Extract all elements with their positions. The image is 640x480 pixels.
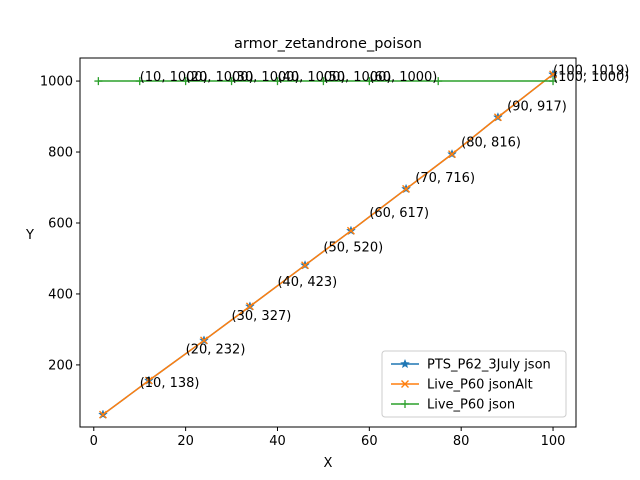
legend-marker xyxy=(401,400,409,408)
data-point xyxy=(434,77,443,86)
data-point xyxy=(227,77,236,86)
data-label: (50, 1000) xyxy=(323,70,391,85)
data-label: (80, 816) xyxy=(461,135,521,150)
y-tick-label: 800 xyxy=(48,146,73,161)
x-tick-label: 0 xyxy=(90,434,98,449)
legend-label: Live_P60 json xyxy=(427,398,515,413)
data-point xyxy=(365,77,374,86)
data-label: (60, 1000) xyxy=(369,70,437,85)
data-point xyxy=(549,70,558,79)
data-point xyxy=(493,113,502,122)
series-line xyxy=(102,73,554,416)
data-point xyxy=(301,261,310,270)
data-point xyxy=(144,376,153,385)
chart-title: armor_zetandrone_poison xyxy=(234,36,422,52)
data-label: (40, 423) xyxy=(277,275,337,290)
data-point xyxy=(94,77,103,86)
legend-label: Live_P60 jsonAlt xyxy=(427,378,533,393)
data-point xyxy=(200,336,208,345)
data-label: (20, 232) xyxy=(186,343,246,358)
x-tick-label: 40 xyxy=(269,434,286,449)
y-tick-label: 200 xyxy=(48,358,73,373)
y-tick-label: 600 xyxy=(48,216,73,231)
legend-marker xyxy=(400,358,410,369)
legend: PTS_P62_3July json Live_P60 jsonAlt Live_P… xyxy=(381,350,567,418)
legend-marker xyxy=(401,380,409,388)
data-point xyxy=(319,77,328,86)
y-tick-label: 1000 xyxy=(40,75,73,90)
data-label: (30, 1000) xyxy=(232,70,300,85)
data-point xyxy=(245,302,254,311)
data-label: (40, 1000) xyxy=(277,70,345,85)
data-label: (90, 917) xyxy=(507,100,567,115)
data-label: (60, 617) xyxy=(369,206,429,221)
y-axis-label: Y xyxy=(25,228,34,243)
data-point xyxy=(273,77,282,86)
data-point xyxy=(402,184,411,193)
x-axis-label: X xyxy=(324,456,333,471)
data-label: (20, 1000) xyxy=(186,70,254,85)
data-label: (50, 520) xyxy=(323,240,383,255)
axes-frame xyxy=(79,57,577,428)
x-tick-label: 20 xyxy=(177,434,194,449)
data-label: (70, 716) xyxy=(415,171,475,186)
legend-box xyxy=(381,350,567,418)
data-point xyxy=(135,77,144,86)
legend-label: PTS_P62_3July json xyxy=(427,358,551,373)
data-point xyxy=(346,226,355,235)
x-tick-label: 60 xyxy=(361,434,378,449)
data-point xyxy=(98,410,107,419)
data-label: (10, 1000) xyxy=(140,70,208,85)
data-point xyxy=(549,77,558,86)
data-label: (100, 1000) xyxy=(553,70,629,85)
data-label: (100, 1019) xyxy=(553,63,629,78)
x-tick-label: 100 xyxy=(541,434,566,449)
data-point xyxy=(448,150,456,159)
plot-area: 0 20 40 60 80 100 200 400 600 800 1000 (10, 138) (20… xyxy=(40,57,629,449)
data-label: (30, 327) xyxy=(232,309,292,324)
x-tick-label: 80 xyxy=(453,434,470,449)
data-label: (10, 138) xyxy=(140,376,200,391)
data-point xyxy=(181,77,190,86)
y-tick-label: 400 xyxy=(48,287,73,302)
